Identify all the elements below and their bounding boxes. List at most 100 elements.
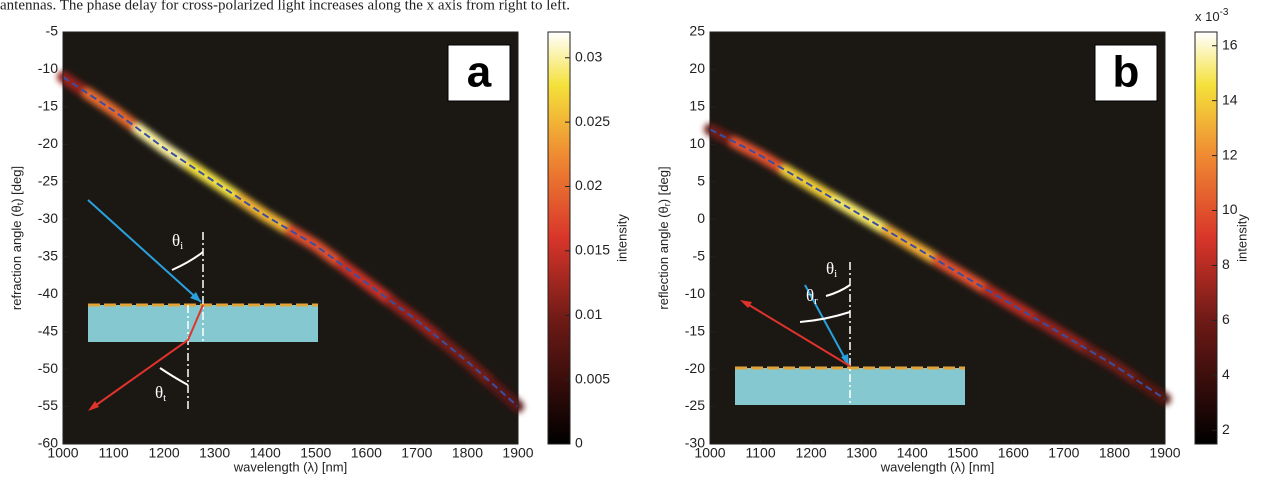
angle-symbol: θ (155, 383, 163, 402)
x-axis-label: wavelength (λ) [nm] (233, 459, 347, 474)
colorbar-tick-label: 0.015 (575, 242, 610, 258)
colorbar-tick-label: 16 (1222, 36, 1238, 52)
colorbar (1194, 31, 1218, 445)
y-tick-label: 15 (689, 98, 705, 114)
x-tick-label: 1200 (149, 445, 180, 461)
angle-sub: r (814, 295, 818, 307)
y-tick-label: -25 (685, 397, 705, 413)
angle-sub: i (180, 240, 183, 252)
colorbar-tick-label: 6 (1222, 311, 1230, 327)
colorbar-label: intensity (1234, 214, 1249, 262)
y-tick-label: -45 (38, 322, 58, 338)
colorbar-multiplier: x 10-3 (1195, 7, 1229, 25)
x-tick-label: 1400 (897, 445, 928, 461)
x-tick-label: 1400 (250, 445, 281, 461)
y-tick-label: -55 (38, 397, 58, 413)
colorbar-tick-label: 12 (1222, 146, 1238, 162)
x-tick-label: 1100 (746, 445, 776, 461)
x-tick-label: 1600 (351, 445, 382, 461)
y-tick-label: 0 (697, 210, 705, 226)
y-tick-label: 5 (697, 173, 705, 189)
panel-label-box (447, 44, 511, 102)
angle-symbol: θ (826, 259, 834, 278)
y-axis-label: refraction angle (θt) [deg] (9, 166, 25, 310)
y-tick-label: 25 (689, 23, 705, 39)
x-tick-label: 1900 (502, 445, 533, 461)
plot-frame (62, 31, 519, 445)
y-tick-label: -10 (685, 285, 705, 301)
angle-arc (825, 284, 851, 297)
reflected-arrowhead (740, 300, 752, 308)
x-tick-label: 1000 (47, 445, 78, 461)
y-tick-label: -15 (685, 322, 705, 338)
panel-label: b (1113, 48, 1140, 97)
heat-segment (1133, 376, 1171, 406)
y-tick-label: -30 (38, 210, 58, 226)
angle-arc (159, 367, 189, 386)
inset-angle-label: θi (172, 231, 183, 252)
y-axis-label: reflection angle (θr) [deg] (656, 166, 672, 309)
inset-angle-label: θi (826, 259, 837, 280)
y-tick-label: -35 (38, 247, 58, 263)
inset-angle-label: θr (806, 286, 818, 307)
y-tick-label: -60 (38, 435, 58, 451)
plot-frame (709, 31, 1166, 445)
angle-sub: t (163, 392, 166, 404)
y-tick-label: -5 (693, 247, 706, 263)
caption: antennas. The phase delay for cross-pola… (0, 0, 570, 13)
inset-diagram (735, 262, 965, 405)
y-label-sub: t (15, 202, 25, 205)
y-label-text: ) [deg] (9, 166, 24, 203)
x-tick-label: 1900 (1149, 445, 1180, 461)
x-tick-label: 1700 (401, 445, 432, 461)
x-tick-label: 1000 (694, 445, 725, 461)
inset-diagram (87, 199, 318, 411)
y-tick-label: -40 (38, 285, 58, 301)
x-axis-label: wavelength (λ) [nm] (880, 459, 994, 474)
y-label-text: refraction angle (θ (9, 205, 24, 310)
angle-sub: i (834, 268, 837, 280)
x-tick-label: 1500 (300, 445, 331, 461)
y-tick-label: 20 (689, 60, 705, 76)
panel-label: a (467, 48, 492, 97)
colorbar-tick-label: 0.01 (575, 306, 602, 322)
x-tick-label: 1300 (846, 445, 877, 461)
incident-arrowhead (190, 292, 201, 302)
x-tick-label: 1700 (1048, 445, 1079, 461)
colorbar-tick-label: 0 (575, 435, 583, 451)
colorbar (547, 31, 571, 445)
y-tick-label: -5 (46, 23, 59, 39)
incident-ray (804, 284, 849, 365)
y-tick-label: -50 (38, 360, 58, 376)
colorbar-tick-label: 14 (1222, 91, 1238, 107)
reflected-ray (743, 301, 851, 367)
x-tick-label: 1200 (796, 445, 827, 461)
y-tick-label: -25 (38, 173, 58, 189)
angle-arc (171, 251, 204, 271)
multiplier-base: x 10 (1195, 9, 1220, 24)
colorbar-label: intensity (614, 214, 629, 262)
incident-arrowhead (841, 354, 849, 366)
x-tick-label: 1800 (452, 445, 483, 461)
refracted-ray (91, 304, 204, 409)
y-tick-label: -15 (38, 98, 58, 114)
colorbar-tick-label: 4 (1222, 366, 1230, 382)
angle-symbol: θ (172, 231, 180, 250)
colorbar-tick-label: 0.03 (575, 48, 602, 64)
fit-line (62, 76, 519, 408)
inset-angle-label: θt (155, 383, 166, 404)
x-tick-label: 1300 (199, 445, 230, 461)
multiplier-exponent: -3 (1220, 7, 1229, 18)
colorbar-tick-label: 0.005 (575, 370, 610, 386)
y-tick-label: -20 (685, 360, 705, 376)
y-label-text: ) [deg] (656, 166, 671, 203)
colorbar-tick-label: 8 (1222, 256, 1230, 272)
x-tick-label: 1500 (947, 445, 978, 461)
x-tick-label: 1100 (99, 445, 129, 461)
y-tick-label: -10 (38, 60, 58, 76)
y-label-text: reflection angle (θ (656, 206, 671, 309)
panel-label-box (1094, 44, 1158, 102)
y-tick-label: -30 (685, 435, 705, 451)
colorbar-tick-label: 10 (1222, 201, 1238, 217)
